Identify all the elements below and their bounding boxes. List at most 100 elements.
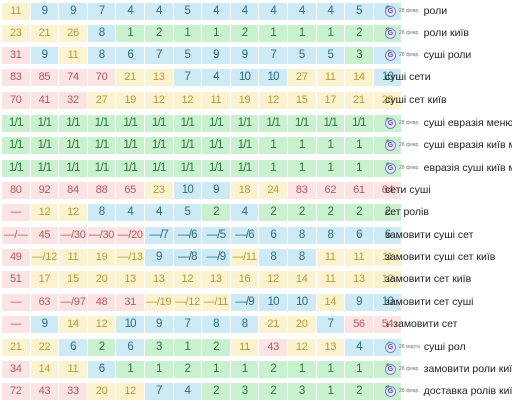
keyword-row-label: G 28 февр. суші евразія меню bbox=[385, 115, 512, 132]
position-cell: —/7 bbox=[144, 227, 174, 244]
position-cell: 7 bbox=[173, 69, 203, 86]
keyword-label[interactable]: роли київ bbox=[423, 27, 469, 39]
table-row: —/— 45 —/30 —/30 —/20 —/7 —/6 —/5 —/6 6 8 8 6 6 bbox=[2, 227, 403, 244]
position-cell: 1 bbox=[116, 361, 145, 378]
keyword-label[interactable]: суші рол bbox=[423, 341, 466, 353]
keyword-row-label: суші сет київ bbox=[385, 92, 447, 109]
position-cell: 1/1 bbox=[173, 137, 203, 154]
position-cell: 5 bbox=[173, 3, 203, 20]
position-cell: 83 bbox=[2, 69, 31, 86]
position-cell: 13 bbox=[144, 69, 174, 86]
position-cell: 20 bbox=[373, 92, 403, 109]
keyword-label[interactable]: замовити суші сет київ bbox=[385, 251, 496, 263]
position-cell: 1/1 bbox=[316, 115, 346, 132]
keyword-label[interactable]: роли bbox=[423, 5, 448, 17]
keyword-label[interactable]: суші евразія київ меню bbox=[423, 139, 512, 151]
position-cell: 4 bbox=[144, 204, 174, 221]
position-cell: 8 bbox=[87, 204, 117, 221]
keyword-label[interactable]: сет ролів bbox=[385, 206, 429, 218]
table-row: 1/11/11/11/11/11/11/11/11/11/11/11/11/11 bbox=[2, 115, 403, 132]
keyword-label[interactable]: суші евразія меню bbox=[423, 117, 512, 129]
position-cell: 80 bbox=[2, 182, 31, 199]
position-cell: 1/1 bbox=[116, 115, 145, 132]
keyword-label[interactable]: замовити сет суші bbox=[385, 296, 474, 308]
google-icon[interactable]: G bbox=[385, 386, 396, 397]
position-cell: — bbox=[2, 316, 31, 333]
position-cell: —/5 bbox=[202, 227, 231, 244]
position-cell: 49 bbox=[2, 249, 31, 266]
position-cell: 8 bbox=[287, 227, 317, 244]
position-cell: 4 bbox=[230, 3, 260, 20]
keyword-label[interactable]: ↓ замовити сет bbox=[385, 318, 458, 330]
position-cell: 1/1 bbox=[30, 137, 60, 154]
position-cell: 1/1 bbox=[144, 137, 174, 154]
position-cell: 4 bbox=[116, 3, 145, 20]
position-cell: 6 bbox=[259, 227, 288, 244]
position-cell: 1 bbox=[316, 383, 346, 400]
position-cell: 1 bbox=[287, 361, 317, 378]
keyword-label[interactable]: замовити сет київ bbox=[385, 273, 472, 285]
keyword-label[interactable]: евразія суші київ меню bbox=[423, 162, 512, 174]
google-icon[interactable]: G bbox=[385, 6, 396, 17]
position-cell: 8 bbox=[230, 316, 260, 333]
position-cell: 8 bbox=[316, 227, 346, 244]
keyword-label[interactable]: замовити роли київ bbox=[423, 363, 512, 375]
google-icon[interactable]: G bbox=[385, 118, 396, 129]
keyword-label[interactable]: замовити суші сет bbox=[385, 229, 474, 241]
position-cell: 1 bbox=[287, 25, 317, 42]
google-icon[interactable]: G bbox=[385, 140, 396, 151]
position-cell: 5 bbox=[173, 204, 203, 221]
keyword-label[interactable]: доставка ролів київ bbox=[423, 385, 512, 397]
google-icon[interactable]: G bbox=[385, 163, 396, 174]
position-cell: 2 bbox=[259, 383, 288, 400]
position-cell: 41 bbox=[30, 92, 60, 109]
keyword-label[interactable]: суші роли bbox=[423, 49, 472, 61]
position-cell: 1/1 bbox=[87, 160, 117, 177]
position-cell: 14 bbox=[287, 271, 317, 288]
table-row: 3191186759975534 bbox=[2, 47, 403, 64]
keyword-row-label: G 28 февр. роли київ bbox=[385, 25, 469, 42]
position-cell: 2 bbox=[316, 204, 346, 221]
position-cell: 14 bbox=[30, 361, 60, 378]
position-cell: 5 bbox=[173, 47, 203, 64]
position-cell: 63 bbox=[30, 294, 60, 311]
position-cell: 11 bbox=[345, 249, 374, 266]
position-cell: 7 bbox=[259, 47, 288, 64]
position-cell: 12 bbox=[59, 204, 88, 221]
position-cell: 43 bbox=[259, 339, 288, 356]
position-cell: 3 bbox=[287, 383, 317, 400]
position-cell: 5 bbox=[345, 3, 374, 20]
position-cell: 1 bbox=[230, 361, 260, 378]
position-cell: —/20 bbox=[116, 227, 145, 244]
position-cell: 1/1 bbox=[144, 160, 174, 177]
keyword-label[interactable]: суші сет київ bbox=[385, 94, 447, 106]
check-date: 28 февр. bbox=[399, 30, 420, 36]
position-cell: 10 bbox=[116, 316, 145, 333]
google-icon[interactable]: G bbox=[385, 364, 396, 375]
position-cell: 6 bbox=[345, 227, 374, 244]
google-icon[interactable]: G bbox=[385, 28, 396, 39]
keyword-label[interactable]: сети суші bbox=[385, 184, 431, 196]
position-cell: 1/1 bbox=[230, 160, 260, 177]
check-date: 28 февр. bbox=[399, 388, 420, 394]
position-cell: 23 bbox=[2, 25, 31, 42]
position-cell: —/30 bbox=[59, 227, 88, 244]
position-cell: 1/1 bbox=[59, 115, 88, 132]
check-date: 28 марта bbox=[399, 344, 420, 350]
position-cell: 20 bbox=[87, 383, 117, 400]
position-cell: 64 bbox=[373, 182, 403, 199]
keyword-label[interactable]: суші сети bbox=[385, 71, 431, 83]
position-cell: 27 bbox=[287, 69, 317, 86]
google-icon[interactable]: G bbox=[385, 50, 396, 61]
position-cell: 3 bbox=[144, 339, 174, 356]
position-cell: 1 bbox=[259, 160, 288, 177]
position-cell: 14 bbox=[59, 316, 88, 333]
position-cell: 2 bbox=[230, 25, 260, 42]
position-cell: 16 bbox=[230, 271, 260, 288]
keyword-row-label: суші сети bbox=[385, 69, 431, 86]
position-cell: 4 bbox=[287, 3, 317, 20]
position-cell: —/97 bbox=[59, 294, 88, 311]
google-icon[interactable]: G bbox=[385, 342, 396, 353]
table-row: 83 85 74 70 21 13 7 4 10 10 27 11 14 10 bbox=[2, 69, 403, 86]
position-cell: 13 bbox=[144, 271, 174, 288]
